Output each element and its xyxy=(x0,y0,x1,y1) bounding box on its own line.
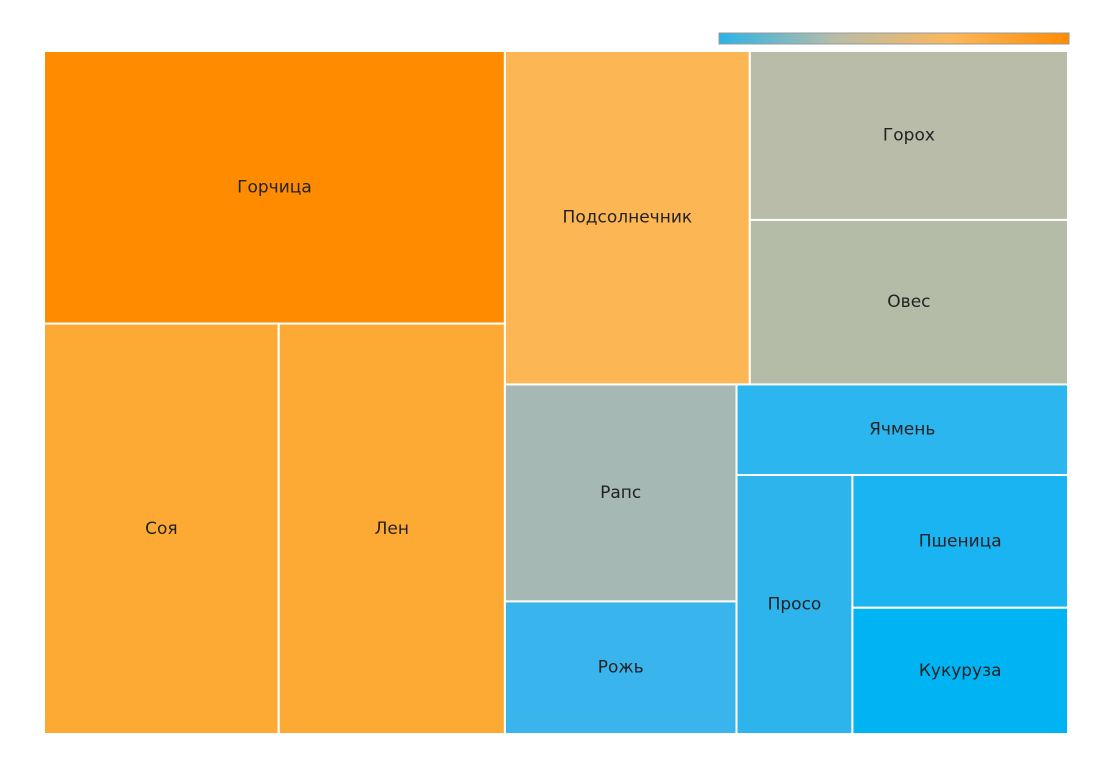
tile-label: Ячмень xyxy=(869,420,935,440)
tile-label: Рапс xyxy=(600,483,641,503)
tile xyxy=(748,50,1070,221)
colorbar xyxy=(718,32,1070,45)
tile-label: Овес xyxy=(887,292,930,312)
tile xyxy=(43,50,506,325)
tile xyxy=(851,606,1069,735)
tile-label: Соя xyxy=(145,519,178,539)
tile-label: Лен xyxy=(375,519,409,539)
tile xyxy=(503,50,751,386)
tile-label: Рожь xyxy=(598,658,644,678)
tile xyxy=(503,600,738,736)
tile-label: Пшеница xyxy=(919,531,1002,551)
tile-label: Горчица xyxy=(237,177,312,197)
tile-label: Подсолнечник xyxy=(563,208,693,228)
tile xyxy=(43,322,280,735)
tile-label: Просо xyxy=(768,594,822,614)
tile xyxy=(851,473,1069,609)
tile-label: Кукуруза xyxy=(919,661,1002,681)
tile xyxy=(748,218,1070,386)
tile xyxy=(277,322,506,735)
tile-label: Горох xyxy=(883,125,935,145)
tile xyxy=(735,473,854,735)
